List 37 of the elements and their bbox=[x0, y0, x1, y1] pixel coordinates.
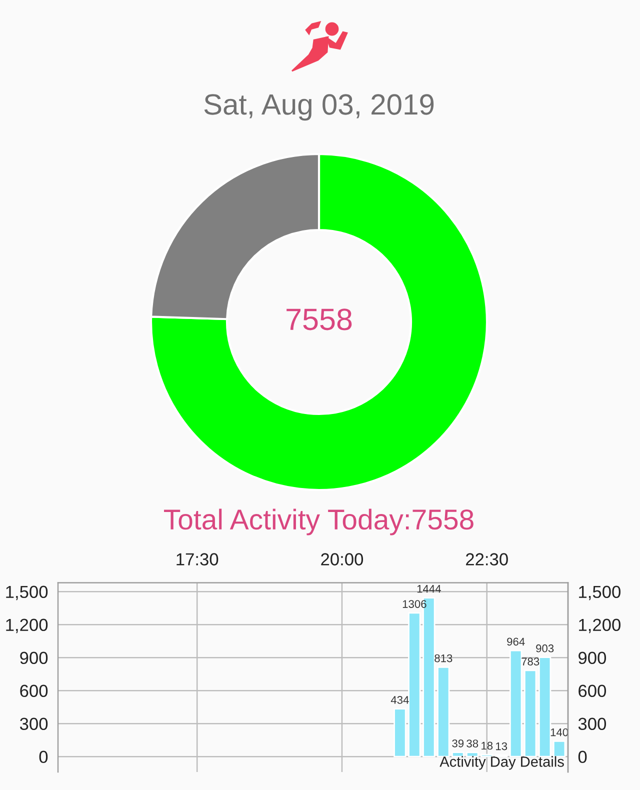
annotation: Activity Day Details bbox=[440, 756, 564, 770]
text: 7558 bbox=[286, 308, 352, 330]
y2-tick-label: 1,200 bbox=[579, 618, 620, 634]
x-tick-label: 22:30 bbox=[466, 553, 508, 566]
x-tick-label: 20:00 bbox=[321, 553, 364, 566]
y2-tick-label: 1,500 bbox=[579, 586, 620, 600]
y-tick-label: 600 bbox=[20, 684, 48, 698]
bar bbox=[452, 752, 464, 758]
y-tick-label: 1,500 bbox=[6, 586, 48, 600]
bar bbox=[552, 740, 566, 758]
y-tick-label: 0 bbox=[39, 750, 48, 764]
donut-slice bbox=[150, 152, 488, 492]
data-label: 903 bbox=[536, 644, 554, 652]
y-tick-label: 1,200 bbox=[6, 618, 48, 634]
data-label: 434 bbox=[390, 696, 409, 704]
y2-tick-label: 900 bbox=[578, 652, 606, 664]
data-label: 813 bbox=[434, 654, 452, 662]
data-label: 39 bbox=[452, 739, 464, 748]
data-label: 18 bbox=[482, 742, 493, 750]
data-label: 1444 bbox=[417, 585, 441, 593]
chart-title: Sat, Aug 03, 2019 bbox=[204, 94, 434, 121]
text: Total Activity Today:7558 bbox=[164, 508, 474, 536]
data-label: 140 bbox=[550, 728, 568, 736]
x-tick-label: 17:30 bbox=[176, 553, 218, 566]
y2-tick-label: 0 bbox=[578, 750, 587, 764]
data-label: 13 bbox=[496, 742, 508, 750]
data-label: 783 bbox=[522, 658, 540, 666]
bar bbox=[524, 670, 537, 758]
bar bbox=[466, 752, 479, 758]
data-label: 964 bbox=[507, 638, 525, 646]
y2-tick-label: 600 bbox=[578, 684, 606, 698]
y-tick-label: 900 bbox=[20, 652, 48, 664]
bar bbox=[509, 650, 522, 758]
y2-tick-label: 300 bbox=[578, 718, 606, 730]
data-label: 38 bbox=[466, 740, 478, 748]
bar bbox=[538, 656, 552, 758]
y-tick-label: 300 bbox=[20, 718, 48, 730]
